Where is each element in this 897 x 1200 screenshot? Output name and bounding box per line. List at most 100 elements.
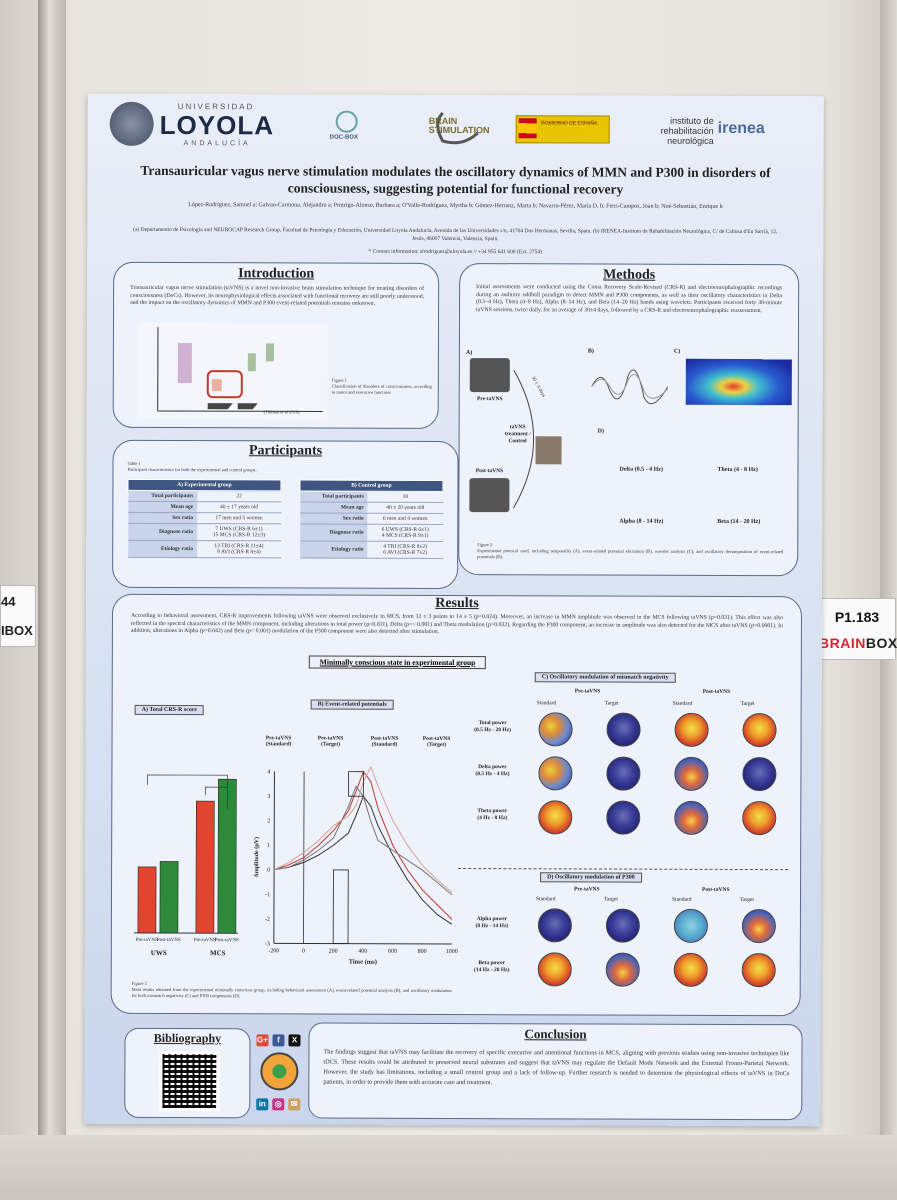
control-row: Total participants 10 [299,490,443,503]
table1-caption: Table 1 Participant characteristics for … [127,460,257,473]
crs-group-label: UWS [151,949,167,957]
conclusion-section: Conclusion The findings suggest that taV… [308,1022,803,1121]
brain-stimulation-icon [436,111,479,145]
facebook-icon[interactable]: f [272,1034,285,1047]
topo-column-label: Standard [535,896,556,903]
crs-bar-label: Pre-taVNS [136,938,158,943]
experimental-row-value: 40 ± 17 years old [197,501,281,513]
poster-number-label: P1.183 BRAINBOX [818,598,897,660]
experimental-row: Mean age 40 ± 17 years old [127,501,281,513]
neighbor-label-brand: IBOX [1,623,33,638]
erp-y-tick: 3 [267,794,270,800]
control-group-table: B) Control group Total participants 10 Mea… [299,479,443,559]
conclusion-heading: Conclusion [524,1026,587,1042]
conclusion-text: The findings suggest that taVNS may faci… [323,1048,790,1087]
scalp-topography [538,800,573,835]
erp-y-tick: 0 [267,868,270,874]
poster: UNIVERSIDAD LOYOLA ANDALUCÍA DOC-BOX BRA… [84,93,824,1127]
scalp-topography [538,712,573,747]
erp-y-tick: -1 [265,892,270,898]
eeg-photo-pre [469,358,510,393]
methods-text: Initial assessments were conducted using… [476,284,783,314]
methods-label-b: B) [587,348,594,355]
scalp-topography [742,801,777,836]
neighbor-label-number: 44 [1,594,16,609]
topo-column-label: Target [604,700,619,707]
scalp-topography [741,953,776,988]
erp-x-tick: 800 [418,949,427,955]
erp-legend-1: Pre-taVNS (Standard) [265,735,292,748]
docbox-logo: DOC-BOX [329,134,359,141]
control-row-key: Diagnose ratio [299,523,368,542]
figure1-source: (Thibaut et al 2019) [263,409,300,415]
results-heading: Results [435,595,479,612]
erp-legend-3: Post-taVNS (Standard) [370,735,399,748]
experimental-row-key: Total participants [127,490,198,502]
erp-line-chart: -200 0 200 400 600 800 1000 -3 -2 -1 0 1 2 3 4 Time (ms… [253,765,458,966]
topo-column-label: Standard [672,700,693,707]
experimental-row: Total participants 22 [127,490,281,502]
erp-y-tick: 2 [267,818,270,824]
poster-affiliations: (a) Departamento de Psicología and NEURO… [133,226,778,243]
panel-a-title: A) Total CRS-R score [134,704,205,716]
crs-bar-label: Post-taVNS [157,938,181,943]
methods-label-d: D) [597,428,604,435]
experimental-row: Sex ratio 17 men and 5 women [127,512,281,524]
neighbor-poster-label: 44 IBOX [0,585,36,647]
control-row-key: Etiology ratio [299,540,368,559]
bibliography-qr-code[interactable] [159,1050,220,1112]
erp-y-tick: -2 [265,917,270,923]
methods-heading: Methods [603,267,656,283]
control-row: Mean age 40 ± 20 years old [299,501,443,514]
topo-column-label: Standard [671,896,692,903]
scalp-topography [741,909,776,944]
erp-x-tick: 200 [329,949,338,955]
erp-x-axis [273,942,452,945]
p300-post-label: Post-taVNS [702,886,730,893]
floor [0,1135,897,1200]
doc-classification-figure [137,322,328,420]
share-icon[interactable]: ✉ [288,1098,301,1111]
mmn-window-box [332,869,349,945]
experimental-row-key: Mean age [127,501,198,513]
linkedin-icon[interactable]: in [256,1098,269,1111]
topo-column-label: Standard [536,700,557,707]
erp-x-tick: 1000 [446,949,458,955]
erp-y-label: Amplitude (µV) [253,837,260,878]
control-row-value: 40 ± 20 years old [367,502,443,514]
methods-label-c: C) [673,348,681,355]
topo-row-label: Total power (0.5 Hz - 20 Hz) [474,720,511,734]
scalp-topography [742,757,777,792]
label-subline [819,627,895,633]
control-row-value: 6 men and 4 women [367,513,443,525]
erp-legend-4: Post-taVNS (Target) [422,735,451,748]
logo-bar: UNIVERSIDAD LOYOLA ANDALUCÍA DOC-BOX BRA… [88,94,824,155]
topo-column-label: Target [740,701,755,708]
irenea-institute-text: instituto de rehabilitación neurológica [660,115,714,146]
experimental-row: Diagnose ratio 7 UWS (CRS-R 6±1) 15 MCS (… [127,523,281,541]
crs-significance-bracket [205,786,228,796]
googleplus-icon[interactable]: G+ [256,1034,269,1047]
bibliography-heading: Bibliography [153,1030,222,1046]
crs-bar [195,800,215,934]
x-icon[interactable]: X [288,1034,301,1047]
scalp-topography [538,756,573,791]
mmn-post-label: Post-taVNS [702,688,731,695]
instagram-icon[interactable]: ◎ [272,1098,285,1111]
poster-authors: López-Rodríguez, Samuel a; Galvao-Carmon… [188,202,723,210]
control-row-key: Mean age [299,501,368,514]
control-row-key: Total participants [299,490,368,503]
results-text: According to behavioral assessment, CRS-… [130,612,783,635]
topo-row-label: Alpha power (8 Hz - 14 Hz) [475,916,509,930]
erp-y-tick: 4 [267,769,270,775]
control-row: Sex ratio 6 men and 4 women [299,512,443,525]
pre-tavns-label: Pre-taVNS [476,396,503,403]
erp-legend-2: Pre-taVNS (Target) [317,735,344,748]
band-theta: Theta (4 - 8 Hz) [717,466,758,474]
erp-y-tick: -3 [265,941,270,947]
erp-y-axis [273,771,275,944]
loyola-logo-icon [109,101,154,146]
scalp-topography [673,908,708,943]
erp-series-line [274,795,453,925]
topo-column-label: Target [603,896,618,903]
